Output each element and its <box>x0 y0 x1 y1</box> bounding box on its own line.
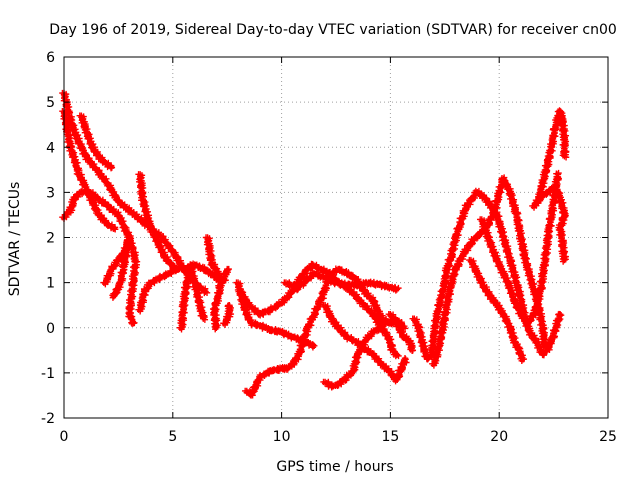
series-arc-6 <box>135 171 181 274</box>
data-point <box>201 289 208 297</box>
data-point <box>441 309 448 316</box>
data-point <box>82 153 89 161</box>
data-point <box>108 163 115 171</box>
series-arc-20 <box>466 256 528 365</box>
series-arc-4 <box>59 187 141 328</box>
data-points <box>59 89 570 399</box>
data-point <box>129 318 137 326</box>
data-point <box>314 304 321 311</box>
series-arc-9 <box>202 234 225 333</box>
grid-lines <box>64 57 608 418</box>
data-point <box>518 355 525 362</box>
data-point <box>133 264 140 271</box>
series-arc-8 <box>176 261 209 333</box>
series-arc-19 <box>429 174 550 369</box>
series-arc-21 <box>476 169 562 328</box>
data-point <box>301 331 308 339</box>
data-point <box>555 310 563 318</box>
series-arc-17 <box>385 311 417 355</box>
series-arc-18 <box>409 187 565 363</box>
data-point <box>201 316 209 323</box>
data-point <box>111 226 119 233</box>
data-point <box>109 292 116 299</box>
series-arc-1 <box>59 89 211 297</box>
data-point <box>392 352 400 360</box>
data-point <box>110 225 118 232</box>
series-arc-13 <box>241 265 409 399</box>
data-point <box>556 312 564 319</box>
data-point <box>514 210 522 217</box>
series-arc-10 <box>220 301 235 329</box>
data-point <box>211 323 219 331</box>
data-point <box>452 231 459 239</box>
data-point <box>448 245 456 253</box>
data-point <box>401 354 409 362</box>
data-point <box>224 267 231 274</box>
data-point <box>430 322 437 330</box>
data-point <box>312 310 319 317</box>
data-point <box>309 341 316 348</box>
data-point <box>395 284 402 292</box>
chart-title: Day 196 of 2019, Sidereal Day-to-day VTE… <box>49 22 617 38</box>
series-arc-15 <box>320 301 410 385</box>
series-arc-3 <box>76 112 116 172</box>
data-point <box>304 321 312 329</box>
data-point <box>491 204 498 211</box>
data-point <box>225 302 232 309</box>
data-point <box>408 347 416 355</box>
data-point <box>120 254 127 261</box>
series-arc-5 <box>100 234 134 301</box>
data-point <box>317 294 324 302</box>
data-point <box>541 341 548 349</box>
data-point <box>531 304 539 311</box>
data-point <box>487 214 494 221</box>
data-point <box>73 167 81 175</box>
series-arc-16 <box>320 316 400 391</box>
